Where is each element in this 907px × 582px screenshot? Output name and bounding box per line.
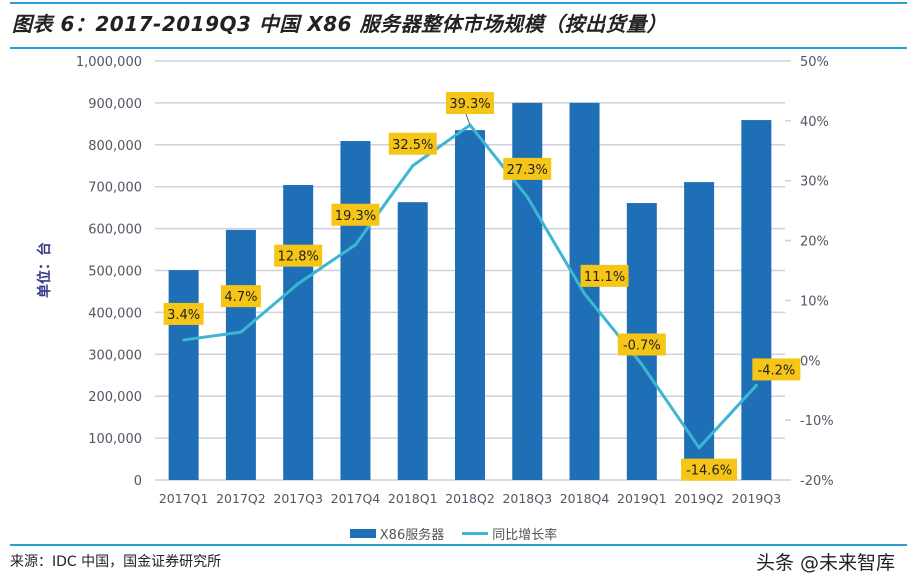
- x-tick-label: 2017Q1: [159, 491, 209, 506]
- y-axis-right-ticks: -20% -10% 0% 10% 20% 30% 40% 50%: [785, 55, 834, 489]
- y-left-tick-label: 900,000: [88, 97, 142, 112]
- y-left-tick-label: 300,000: [88, 348, 142, 363]
- y-left-tick-label: 500,000: [88, 265, 142, 280]
- data-labels: 3.4% 4.7% 12.8% 19.3% 32.5% 39.3% 27.3% 11.1% -0…: [163, 92, 801, 481]
- x-tick-label: 2019Q1: [617, 491, 667, 506]
- y-left-tick-label: 800,000: [88, 139, 142, 154]
- x-tick-label: 2019Q2: [674, 491, 724, 506]
- line-point: [239, 330, 243, 334]
- legend: X86服务器 同比增长率: [0, 524, 907, 543]
- y-left-tick-label: 100,000: [88, 432, 142, 447]
- data-label: 27.3%: [507, 163, 548, 178]
- data-label-leader: [465, 113, 471, 126]
- y-right-tick-label: 30%: [800, 175, 829, 190]
- x-tick-label: 2019Q3: [732, 491, 782, 506]
- legend-bar-label: X86服务器: [379, 528, 445, 543]
- line-point: [411, 164, 415, 168]
- y-left-tick-label: 600,000: [88, 223, 142, 238]
- y-left-tick-label: 400,000: [88, 306, 142, 321]
- data-label: -0.7%: [623, 338, 661, 353]
- bar: [741, 120, 772, 480]
- line-point: [640, 362, 644, 366]
- figure-title: 图表 6：2017-2019Q3 中国 X86 服务器整体市场规模（按出货量）: [12, 12, 668, 36]
- y-right-tick-label: -10%: [800, 414, 834, 429]
- data-label-bg: [681, 458, 738, 481]
- y-right-tick-label: -20%: [800, 474, 834, 489]
- legend-line-swatch: [462, 532, 489, 535]
- data-label-bg: [163, 302, 204, 325]
- x-axis-ticks: 2017Q1 2017Q2 2017Q3 2017Q4 2018Q1 2018Q2 2018…: [159, 491, 781, 506]
- line-point: [754, 383, 758, 387]
- data-label: 4.7%: [224, 290, 257, 305]
- legend-line-label: 同比增长率: [492, 528, 558, 543]
- chart-svg: 0 100,000 200,000 300,000 400,000 500,000 600,…: [76, 55, 834, 506]
- data-label-bg: [274, 244, 323, 267]
- x-tick-label: 2017Q2: [216, 491, 266, 506]
- source-note: 来源：IDC 中国，国金证券研究所: [10, 554, 222, 570]
- y-axis-left-ticks: 0 100,000 200,000 300,000 400,000 500,000 600,…: [76, 55, 142, 489]
- y-right-tick-label: 50%: [800, 55, 829, 70]
- data-label: 11.1%: [584, 270, 625, 285]
- y-left-tick-label: 200,000: [88, 390, 142, 405]
- y-right-tick-label: 0%: [800, 354, 821, 369]
- data-label: 12.8%: [278, 250, 319, 265]
- x-tick-label: 2017Q4: [331, 491, 381, 506]
- data-label: 3.4%: [167, 308, 200, 323]
- data-label-bg: [617, 333, 666, 356]
- line-point: [697, 446, 701, 450]
- data-label: 39.3%: [449, 97, 490, 112]
- data-label-bg: [220, 285, 261, 308]
- bar: [340, 141, 371, 481]
- x-tick-label: 2018Q4: [560, 491, 610, 506]
- legend-item-bar: X86服务器: [349, 524, 445, 543]
- title-bottom-rule: [10, 47, 907, 49]
- line-point: [525, 195, 529, 199]
- bar: [225, 229, 256, 480]
- y-left-tick-label: 0: [134, 474, 142, 489]
- data-label-bg: [331, 203, 380, 226]
- bar: [283, 185, 314, 481]
- data-label: -14.6%: [686, 464, 732, 479]
- x-tick-label: 2018Q2: [445, 491, 495, 506]
- y-right-tick-label: 10%: [800, 294, 829, 309]
- line-point: [182, 338, 186, 342]
- y-left-tick-label: 1,000,000: [76, 55, 142, 70]
- bar: [684, 182, 715, 480]
- data-label-bg: [580, 264, 629, 287]
- data-label: 19.3%: [335, 209, 376, 224]
- x-tick-label: 2017Q3: [273, 491, 323, 506]
- line-point: [583, 292, 587, 296]
- legend-bar-swatch: [349, 529, 376, 538]
- bar: [397, 202, 428, 480]
- data-label-bg: [503, 157, 552, 180]
- data-label: 32.5%: [392, 138, 433, 153]
- y-right-tick-label: 40%: [800, 115, 829, 130]
- data-label: -4.2%: [758, 363, 796, 378]
- line-point: [296, 282, 300, 286]
- y-right-tick-label: 20%: [800, 235, 829, 250]
- data-label-bg: [446, 92, 494, 115]
- line-point: [353, 243, 357, 247]
- legend-item-line: 同比增长率: [462, 524, 557, 543]
- y-left-tick-label: 700,000: [88, 181, 142, 196]
- bar: [455, 130, 485, 480]
- title-top-rule: [10, 2, 907, 4]
- watermark: 头条 @未来智库: [755, 552, 895, 574]
- data-label-bg: [388, 132, 437, 155]
- bar: [168, 270, 199, 480]
- data-label-bg: [752, 358, 801, 381]
- x-tick-label: 2018Q3: [502, 491, 552, 506]
- x-tick-label: 2018Q1: [388, 491, 438, 506]
- footer-rule: [10, 544, 907, 546]
